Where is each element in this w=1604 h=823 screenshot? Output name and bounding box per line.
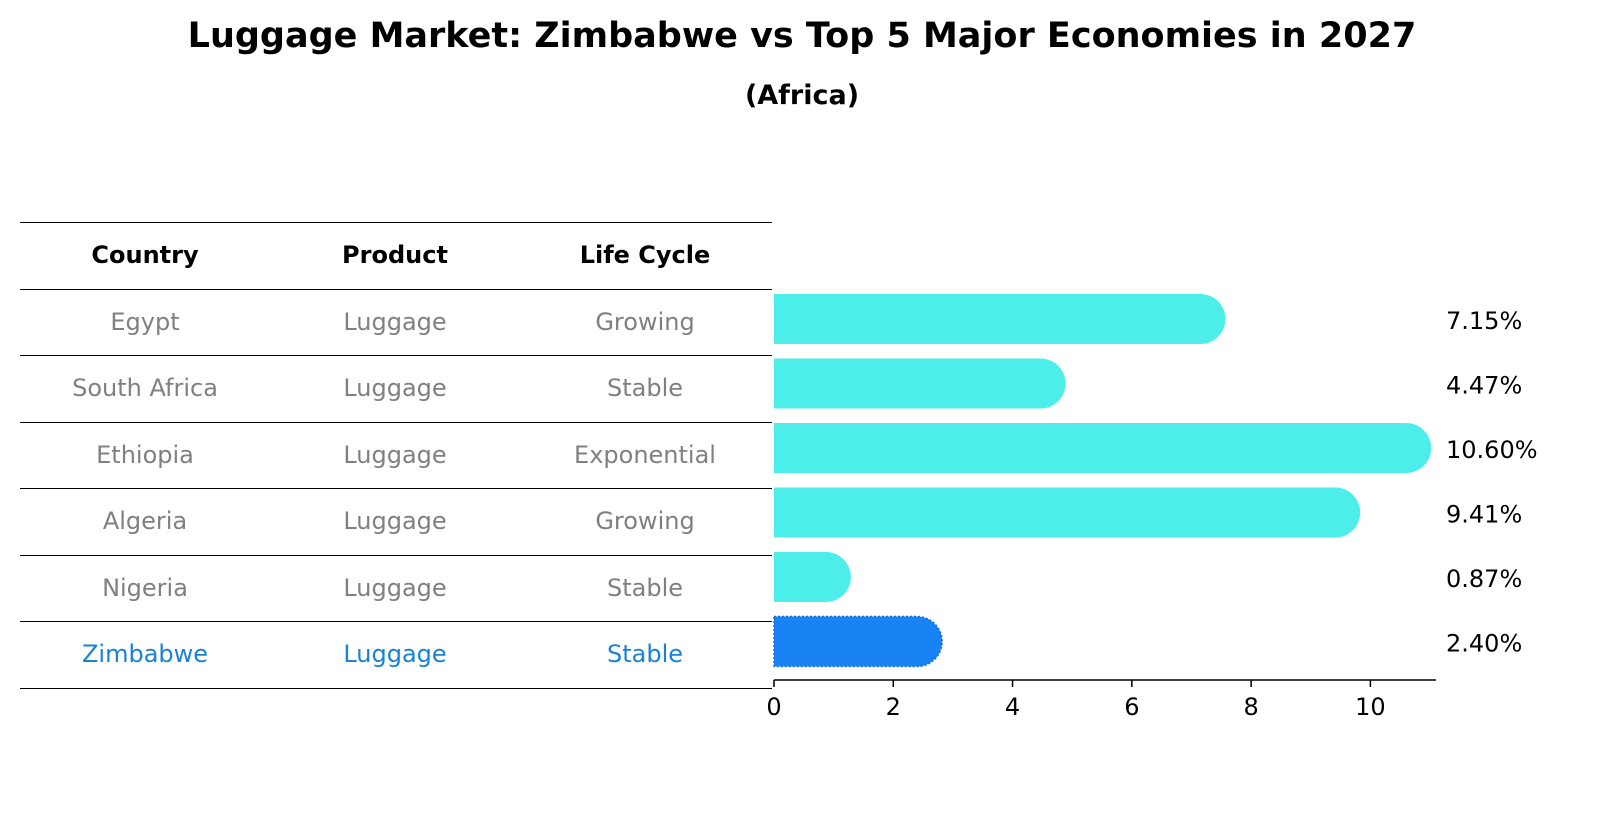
bar-egypt xyxy=(774,294,1226,344)
table-header-life-cycle: Life Cycle xyxy=(579,241,711,270)
table-cell: Ethiopia xyxy=(96,440,194,469)
table-cell: Exponential xyxy=(574,440,716,469)
chart-subtitle: (Africa) xyxy=(744,80,860,111)
bar-south-africa xyxy=(774,358,1066,409)
table-cell: Growing xyxy=(595,307,695,336)
table-cell: South Africa xyxy=(72,374,218,403)
table-cell: Stable xyxy=(606,374,684,403)
table-divider xyxy=(20,687,772,689)
table-divider xyxy=(20,621,772,622)
table-cell: Luggage xyxy=(343,640,447,669)
table-header-country: Country xyxy=(91,241,199,270)
bar-ethiopia xyxy=(774,423,1432,473)
chart-title: Luggage Market: Zimbabwe vs Top 5 Major … xyxy=(187,16,1417,56)
table-cell: Luggage xyxy=(343,307,447,336)
table-divider xyxy=(20,421,772,423)
table-cell: Luggage xyxy=(343,374,447,403)
data-label: 0.87% xyxy=(1446,565,1522,593)
table-cell: Luggage xyxy=(343,440,447,469)
data-label: 7.15% xyxy=(1446,307,1522,335)
table-divider xyxy=(20,554,772,556)
data-label: 9.41% xyxy=(1446,501,1522,529)
data-label: 10.60% xyxy=(1446,436,1538,464)
table-divider xyxy=(20,355,772,356)
table-cell: Nigeria xyxy=(102,573,188,602)
x-tick-label: 10 xyxy=(1355,693,1386,721)
bar-nigeria xyxy=(774,552,851,602)
table-cell: Growing xyxy=(595,507,695,536)
data-label: 4.47% xyxy=(1446,372,1522,400)
table-header-product: Product xyxy=(342,241,448,270)
table-divider xyxy=(20,288,772,290)
table-cell: Luggage xyxy=(343,507,447,536)
bar-zimbabwe xyxy=(773,615,943,668)
x-tick-label: 8 xyxy=(1243,693,1258,721)
table-cell: Egypt xyxy=(110,307,180,336)
x-tick-label: 4 xyxy=(1005,693,1020,721)
table-cell: Algeria xyxy=(102,507,188,536)
table-cell: Luggage xyxy=(343,573,447,602)
table-cell: Stable xyxy=(606,640,684,669)
x-tick-label: 6 xyxy=(1124,693,1139,721)
table-divider xyxy=(20,222,772,223)
data-label: 2.40% xyxy=(1446,630,1522,658)
x-tick-label: 0 xyxy=(766,693,781,721)
table-divider xyxy=(20,488,772,489)
table-cell: Stable xyxy=(606,573,684,602)
bar-algeria xyxy=(774,487,1361,538)
table-cell: Zimbabwe xyxy=(81,640,209,669)
x-tick-label: 2 xyxy=(886,693,901,721)
